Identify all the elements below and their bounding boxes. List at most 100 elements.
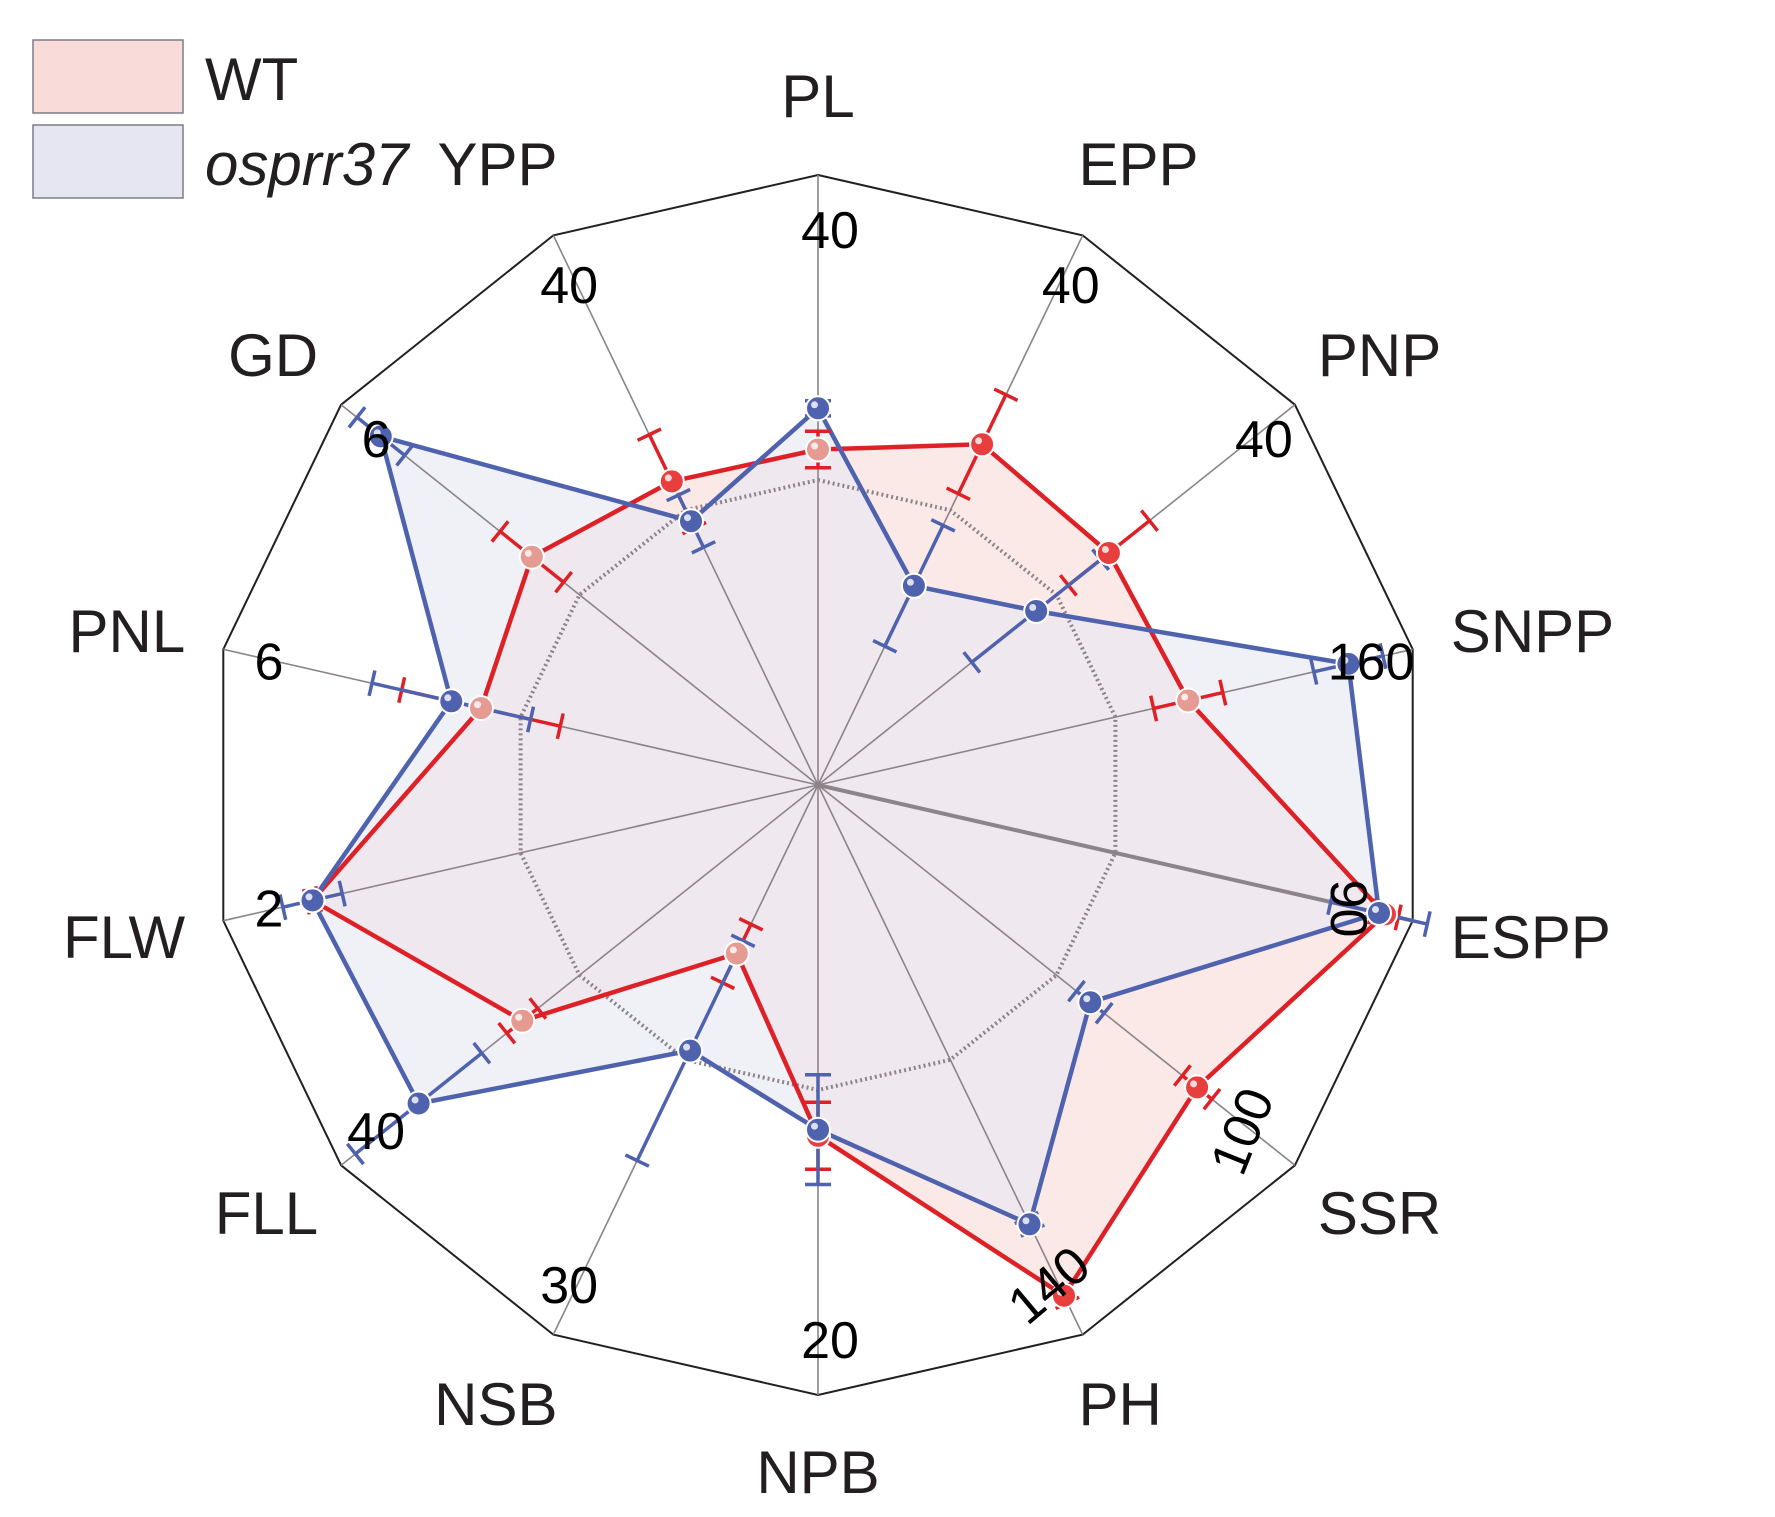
marker-1-ssr (1077, 989, 1104, 1016)
axis-labels: PL40EPP40PNP40SNPP160ESPP90SSR100PH140NP… (63, 63, 1614, 1506)
error-cap-0-gd-1 (490, 520, 510, 543)
marker-highlight-1-npb (811, 1122, 818, 1130)
marker-0-ssr (1184, 1074, 1211, 1101)
marker-0-fll (509, 1007, 536, 1034)
error-cap-1-fll-0 (472, 1041, 492, 1065)
error-cap-0-fll-0 (528, 997, 548, 1020)
marker-highlight-1-fll (411, 1096, 419, 1104)
error-cap-0-epp-1 (993, 387, 1019, 402)
error-cap-1-fll-1 (345, 1142, 365, 1166)
axis-label-fll: FLL (215, 1180, 318, 1247)
error-cap-1-epp-0 (872, 639, 898, 654)
marker-highlight-1-nsb (683, 1043, 691, 1051)
marker-1-fll (405, 1090, 432, 1117)
marker-0-nsb (723, 940, 750, 967)
axis-label-pl: PL (781, 63, 854, 130)
marker-highlight-0-pnl (474, 701, 481, 709)
legend: WT osprr37 (32, 39, 411, 199)
marker-highlight-0-pl (811, 442, 818, 450)
axis-label-pnp: PNP (1318, 322, 1441, 389)
axis-label-epp: EPP (1079, 131, 1199, 198)
legend-label-0: WT (205, 46, 298, 113)
marker-1-pl (805, 395, 831, 422)
marker-highlight-0-ypp (664, 474, 672, 482)
error-cap-0-gd-0 (554, 570, 574, 594)
error-cap-0-snpp-1 (1218, 679, 1228, 706)
marker-highlight-1-ssr (1083, 995, 1091, 1003)
error-cap-1-ypp-0 (691, 540, 716, 555)
axis-max-label-npb: 20 (801, 1312, 859, 1370)
series-fills (312, 408, 1385, 1296)
axis-max-label-ypp: 40 (540, 257, 598, 315)
axis-max-label-snpp: 160 (1328, 634, 1415, 692)
spoke-ph (817, 784, 1084, 1335)
axis-label-ssr: SSR (1318, 1180, 1441, 1247)
error-cap-0-fll-1 (497, 1021, 517, 1045)
marker-0-snpp (1175, 687, 1202, 714)
marker-highlight-0-pnp (1101, 546, 1109, 553)
legend-swatch-1 (32, 124, 184, 199)
marker-1-gd (367, 423, 394, 450)
axis-max-label-pnp: 40 (1235, 411, 1293, 469)
spoke-gd (340, 404, 819, 786)
error-cap-1-nsb-1 (624, 1153, 650, 1168)
marker-0-ypp (658, 468, 685, 495)
axis-label-ph: PH (1079, 1371, 1162, 1438)
axis-max-label-pl: 40 (801, 202, 859, 260)
axis-label-gd: GD (228, 322, 318, 389)
marker-highlight-1-pl (811, 401, 818, 409)
error-cap-0-ssr-1 (1202, 1087, 1222, 1111)
marker-0-pnl (468, 695, 494, 722)
marker-1-epp (900, 572, 927, 599)
marker-highlight-0-epp (975, 437, 983, 445)
marker-1-espp (1366, 900, 1392, 926)
error-cap-1-pnl-1 (367, 670, 377, 697)
marker-1-ypp (678, 508, 704, 535)
error-cap-1-nsb-0 (730, 933, 756, 948)
marker-highlight-1-pnl (444, 694, 452, 702)
error-cap-1-gd-0 (395, 444, 415, 467)
axis-label-pnl: PNL (68, 598, 185, 665)
marker-highlight-0-nsb (729, 946, 737, 954)
axis-max-label-pnl: 6 (254, 634, 283, 692)
axis-label-snpp: SNPP (1451, 598, 1614, 665)
spoke-epp (817, 235, 1084, 786)
error-cap-1-espp-0 (1326, 889, 1336, 916)
error-cap-0-pnp-1 (1140, 509, 1159, 532)
marker-highlight-1-ypp (684, 514, 691, 522)
marker-highlight-0-fll (515, 1013, 523, 1021)
error-cap-1-ypp-1 (665, 487, 691, 503)
marker-0-gd (518, 543, 545, 570)
marker-highlight-1-snpp (1341, 656, 1349, 664)
axis-max-label-fll: 40 (347, 1103, 405, 1161)
error-cap-1-ssr-1 (1094, 1001, 1114, 1025)
marker-1-npb (805, 1116, 831, 1143)
marker-0-epp (969, 431, 996, 458)
axis-label-npb: NPB (756, 1439, 879, 1506)
error-cap-0-ypp-1 (636, 427, 662, 442)
marker-1-nsb (677, 1037, 704, 1064)
error-cap-0-pnl-0 (555, 713, 565, 740)
error-cap-1-flw-1 (278, 894, 288, 921)
marker-highlight-1-pnp (1029, 604, 1037, 611)
axis-label-flw: FLW (63, 904, 186, 971)
marker-highlight-1-espp (1372, 906, 1379, 913)
axis-label-nsb: NSB (434, 1371, 557, 1438)
marker-1-flw (299, 887, 326, 914)
error-cap-1-gd-1 (347, 406, 367, 429)
legend-swatch-0 (32, 39, 184, 114)
axis-label-ypp: YPP (437, 131, 557, 198)
series-fill-1 (312, 408, 1379, 1225)
marker-1-pnp (1023, 598, 1050, 624)
error-cap-0-epp-0 (945, 486, 971, 501)
axis-max-label-gd: 6 (362, 411, 391, 469)
marker-highlight-0-ssr (1190, 1080, 1198, 1088)
series-markers (299, 395, 1398, 1309)
spoke-ssr (817, 784, 1296, 1166)
marker-highlight-0-ph (1057, 1288, 1064, 1296)
marker-highlight-1-gd (373, 429, 381, 437)
marker-1-pnl (438, 688, 465, 715)
error-cap-1-flw-0 (337, 880, 347, 907)
legend-label-1: osprr37 (205, 131, 411, 198)
